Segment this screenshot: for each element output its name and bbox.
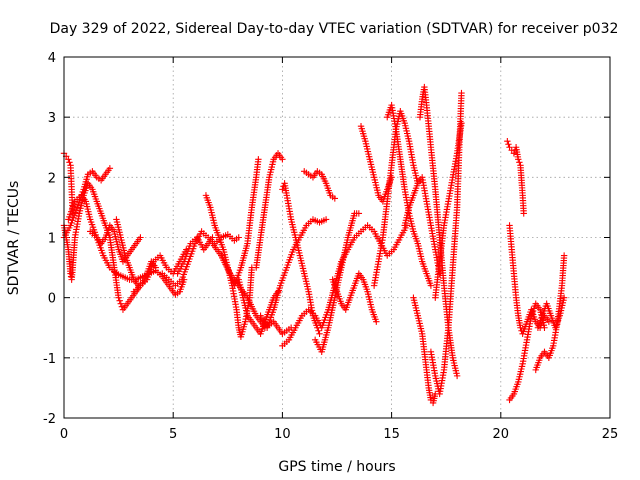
series-arc-26 (410, 294, 439, 407)
y-axis-label: SDTVAR / TECUs (6, 181, 22, 296)
series-arc-20 (329, 270, 380, 325)
x-tick-label: 5 (169, 427, 177, 442)
series-arc-2 (60, 180, 144, 313)
data-point (106, 165, 114, 172)
data-point (65, 156, 72, 163)
data-point (152, 264, 159, 271)
data-point (316, 330, 323, 337)
series-arc-19 (311, 210, 363, 356)
series-arc-15 (257, 216, 330, 331)
series-arc-9 (174, 234, 216, 277)
x-tick-label: 0 (60, 427, 68, 442)
data-point (235, 234, 242, 241)
y-tick-label: 4 (48, 51, 56, 66)
series-arc-14 (252, 150, 286, 271)
data-point (117, 300, 124, 307)
chart-title: Day 329 of 2022, Sidereal Day-to-day VTE… (50, 21, 619, 37)
data-point (458, 119, 465, 127)
series-arc-25 (416, 83, 461, 380)
trace-marker (505, 141, 512, 148)
data-point (453, 372, 461, 380)
data-point (209, 234, 216, 241)
series-arc-29 (504, 138, 527, 217)
series-arc-5 (87, 222, 144, 265)
y-tick-labels: -2 -1 0 1 2 3 4 (43, 51, 56, 427)
series-arc-18 (301, 168, 339, 202)
series-arc-24 (401, 174, 443, 277)
series-arc-33 (534, 294, 568, 331)
data-point (458, 89, 465, 97)
trace-marker (315, 327, 322, 334)
data-markers (60, 83, 568, 407)
data-point (255, 156, 262, 163)
series-arc-13 (235, 276, 282, 337)
series-arc-17 (279, 222, 411, 349)
y-tick-label: 1 (48, 232, 56, 247)
y-tick-label: 3 (48, 111, 56, 126)
x-tick-label: 25 (602, 427, 619, 442)
trace-marker (116, 297, 123, 304)
data-point (510, 150, 518, 157)
data-point (520, 210, 527, 217)
data-point (137, 234, 144, 241)
series-arc-30 (506, 222, 553, 337)
series-arc-7 (130, 246, 190, 295)
y-tick-label: 0 (48, 292, 56, 307)
trace-marker (516, 159, 523, 166)
x-axis-label: GPS time / hours (278, 459, 395, 475)
x-tick-label: 10 (274, 427, 291, 442)
plot-frame (63, 56, 611, 419)
data-point (517, 324, 524, 331)
data-point (541, 324, 548, 331)
data-point (355, 210, 363, 217)
series-arc-22 (370, 107, 422, 289)
data-point (545, 318, 553, 325)
data-point (515, 156, 522, 163)
series-arc-28 (432, 119, 465, 301)
data-point (115, 294, 122, 301)
data-point (373, 318, 380, 325)
y-tick-label: 2 (48, 171, 56, 186)
data-point (279, 156, 286, 163)
trace-marker (66, 159, 73, 166)
y-tick-label: -2 (43, 412, 56, 427)
data-point (331, 195, 339, 202)
series-arc-23 (384, 101, 435, 289)
x-tick-label: 15 (383, 427, 400, 442)
data-point (427, 282, 435, 289)
data-point (279, 186, 286, 193)
grid (64, 57, 610, 418)
data-point (560, 252, 568, 259)
data-point (322, 216, 330, 223)
data-point (560, 294, 568, 301)
data-point (504, 138, 511, 145)
x-tick-labels: 0 5 10 15 20 25 (60, 427, 618, 442)
series-arc-21 (357, 122, 395, 205)
series-arc-16 (279, 180, 323, 337)
x-tick-label: 20 (493, 427, 510, 442)
y-tick-label: -1 (43, 352, 56, 367)
series-arc-12 (218, 156, 262, 289)
